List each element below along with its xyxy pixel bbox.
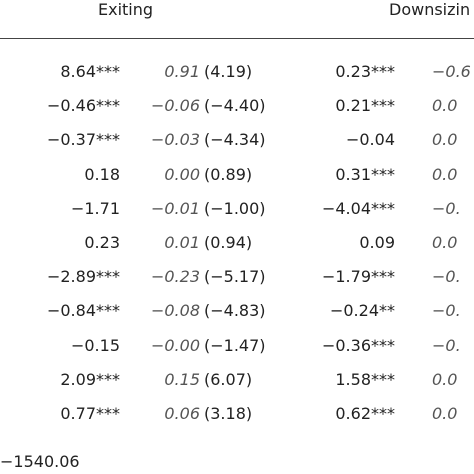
exiting-t-stat-cell: (−1.00)	[204, 198, 266, 218]
downsizing-estimate-cell: −0.36***	[321, 335, 395, 355]
column-group-downsizing: Downsizin	[389, 0, 471, 19]
exiting-estimate-cell: 0.23	[84, 233, 120, 252]
exiting-t-stat-cell: (−4.40)	[204, 96, 266, 116]
downsizing-marginal-effect-cell: 0.0	[432, 164, 458, 184]
downsizing-estimate-cell: 1.58***	[335, 369, 395, 389]
table-row: −0.46*** −0.06 (−4.40) 0.21*** 0.0	[0, 89, 474, 123]
exiting-estimate-cell: −0.84***	[46, 301, 120, 321]
table-row: 0.77*** 0.06 (3.18) 0.62*** 0.0	[0, 397, 474, 431]
downsizing-marginal-effect-cell: −0.	[432, 301, 461, 321]
downsizing-marginal-effect-cell: −0.	[432, 335, 461, 355]
table-row: −0.15 −0.00 (−1.47) −0.36*** −0.	[0, 329, 474, 363]
downsizing-estimate-cell: 0.21***	[335, 96, 395, 116]
exiting-estimate-cell: 2.09***	[60, 369, 120, 389]
exiting-marginal-effect-cell: 0.06	[164, 404, 200, 423]
exiting-t-stat-cell: (3.18)	[204, 404, 253, 423]
exiting-t-stat-cell: (−4.34)	[204, 130, 266, 150]
exiting-estimate-cell: −0.46***	[46, 96, 120, 116]
exiting-estimate-cell: −0.15	[70, 335, 120, 355]
table-row: −0.37*** −0.03 (−4.34) −0.04 0.0	[0, 123, 474, 157]
downsizing-estimate-cell: 0.09	[359, 233, 395, 252]
downsizing-marginal-effect-cell: 0.0	[432, 96, 458, 116]
exiting-estimate-cell: 0.18	[84, 164, 120, 184]
exiting-marginal-effect-cell: −0.08	[150, 301, 200, 321]
exiting-estimate-cell: −1.71	[70, 198, 120, 218]
exiting-marginal-effect-cell: −0.23	[150, 267, 200, 287]
exiting-estimate-cell: 8.64***	[60, 62, 120, 81]
table-row: −0.84*** −0.08 (−4.83) −0.24** −0.	[0, 294, 474, 328]
header-rule	[0, 38, 474, 39]
column-group-exiting: Exiting	[98, 0, 154, 19]
exiting-t-stat-cell: (−1.47)	[204, 335, 266, 355]
downsizing-estimate-cell: 0.62***	[335, 404, 395, 423]
downsizing-marginal-effect-cell: 0.0	[432, 404, 458, 423]
downsizing-estimate-cell: −4.04***	[321, 198, 395, 218]
downsizing-estimate-cell: −0.04	[345, 130, 395, 150]
table-row: −2.89*** −0.23 (−5.17) −1.79*** −0.	[0, 260, 474, 294]
exiting-estimate-cell: 0.77***	[60, 404, 120, 423]
exiting-t-stat-cell: (0.89)	[204, 164, 253, 184]
table-row: 2.09*** 0.15 (6.07) 1.58*** 0.0	[0, 363, 474, 397]
exiting-t-stat-cell: (6.07)	[204, 369, 253, 389]
exiting-marginal-effect-cell: −0.01	[150, 198, 200, 218]
downsizing-estimate-cell: −1.79***	[321, 267, 395, 287]
exiting-estimate-cell: −0.37***	[46, 130, 120, 150]
log-likelihood-value: −1540.06	[0, 452, 80, 471]
downsizing-estimate-cell: 0.31***	[335, 164, 395, 184]
exiting-marginal-effect-cell: −0.00	[150, 335, 200, 355]
table-row: 0.18 0.00 (0.89) 0.31*** 0.0	[0, 158, 474, 192]
exiting-t-stat-cell: (0.94)	[204, 233, 253, 252]
downsizing-marginal-effect-cell: 0.0	[432, 130, 458, 150]
exiting-t-stat-cell: (−4.83)	[204, 301, 266, 321]
table-row: 0.23 0.01 (0.94) 0.09 0.0	[0, 226, 474, 260]
downsizing-estimate-cell: 0.23***	[335, 62, 395, 81]
downsizing-marginal-effect-cell: −0.	[432, 267, 461, 287]
downsizing-marginal-effect-cell: 0.0	[432, 233, 458, 252]
downsizing-marginal-effect-cell: −0.	[432, 198, 461, 218]
exiting-marginal-effect-cell: −0.03	[150, 130, 200, 150]
downsizing-marginal-effect-cell: −0.6	[432, 62, 471, 81]
table-row: 8.64*** 0.91 (4.19) 0.23*** −0.6	[0, 55, 474, 89]
exiting-marginal-effect-cell: 0.15	[164, 369, 200, 389]
exiting-t-stat-cell: (4.19)	[204, 62, 253, 81]
downsizing-marginal-effect-cell: 0.0	[432, 369, 458, 389]
exiting-t-stat-cell: (−5.17)	[204, 267, 266, 287]
exiting-marginal-effect-cell: −0.06	[150, 96, 200, 116]
exiting-marginal-effect-cell: 0.91	[164, 62, 200, 81]
exiting-marginal-effect-cell: 0.01	[164, 233, 200, 252]
downsizing-estimate-cell: −0.24**	[329, 301, 395, 321]
exiting-estimate-cell: −2.89***	[46, 267, 120, 287]
table-row: −1.71 −0.01 (−1.00) −4.04*** −0.	[0, 192, 474, 226]
exiting-marginal-effect-cell: 0.00	[164, 164, 200, 184]
